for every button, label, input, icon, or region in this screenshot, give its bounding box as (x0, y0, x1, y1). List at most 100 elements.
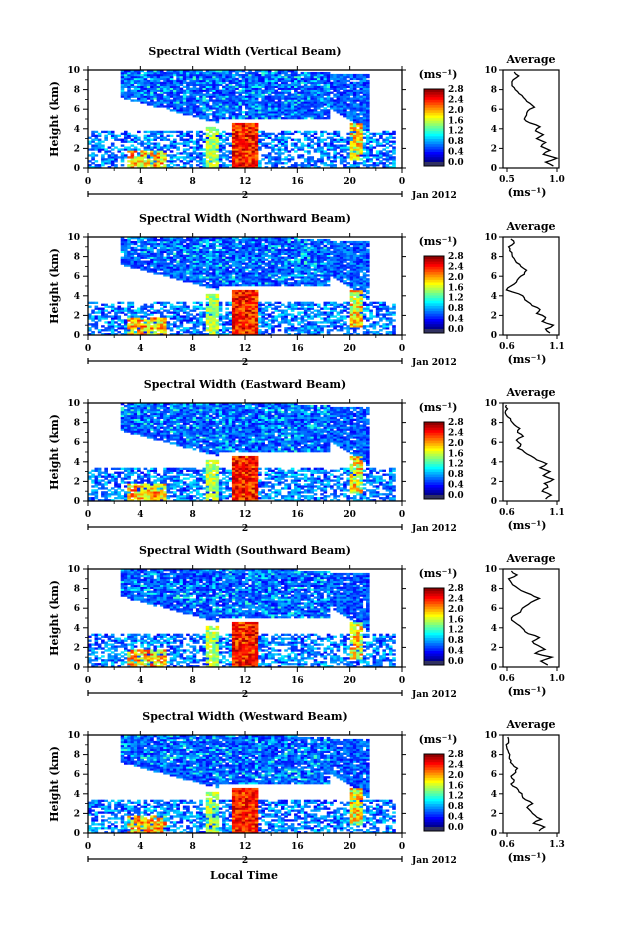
colorbar-step (424, 627, 444, 631)
colorbar-tick-label: 2.4 (448, 594, 464, 604)
colorbar-step (424, 107, 444, 111)
colorbar-step (424, 487, 444, 491)
y-tick-label: 6 (74, 438, 80, 448)
colorbar-step (424, 455, 444, 459)
colorbar-step (424, 474, 444, 478)
colorbar-step (424, 608, 444, 612)
avg-y-tick-label: 0 (491, 663, 497, 673)
colorbar-step (424, 640, 444, 644)
colorbar-step (424, 774, 444, 778)
day-label: 2 (242, 690, 248, 700)
colorbar-step (424, 263, 444, 267)
day-label: 2 (242, 191, 248, 201)
colorbar-step (424, 432, 444, 436)
average-line (505, 238, 555, 334)
colorbar-step (424, 422, 444, 426)
colorbar-tick-label: 2.0 (448, 106, 464, 116)
day-label: 2 (242, 358, 248, 368)
avg-x-tick-label: 0.6 (499, 840, 515, 850)
colorbar: 0.00.40.81.21.62.02.42.8 (ms⁻¹) (419, 567, 464, 667)
colorbar-step (424, 642, 444, 646)
colorbar-step (424, 104, 444, 108)
colorbar-tick-label: 2.8 (448, 750, 464, 760)
y-tick-label: 0 (74, 164, 80, 174)
colorbar: 0.00.40.81.21.62.02.42.8 (ms⁻¹) (419, 733, 464, 833)
colorbar-step (424, 655, 444, 659)
colorbar-step (424, 302, 444, 306)
colorbar-step (424, 764, 444, 768)
average-profile: Average 0 2 4 6 8 10 0.6 1.0(ms⁻¹) (484, 552, 564, 698)
x-tick-label: 12 (239, 842, 252, 852)
colorbar-step (424, 476, 444, 480)
average-title: Average (505, 386, 555, 399)
colorbar-step (424, 284, 444, 288)
colorbar-step (424, 466, 444, 470)
y-tick-label: 10 (67, 731, 80, 741)
colorbar-step (424, 125, 444, 129)
colorbar-step (424, 653, 444, 657)
avg-y-tick-label: 6 (491, 105, 497, 115)
colorbar-step (424, 297, 444, 301)
panel-title: Spectral Width (Westward Beam) (142, 710, 347, 723)
colorbar-step (424, 117, 444, 121)
colorbar-step (424, 258, 444, 262)
avg-x-tick-label: 1.0 (549, 175, 565, 185)
colorbar-step (424, 271, 444, 275)
avg-y-tick-label: 2 (491, 643, 497, 653)
avg-y-tick-label: 6 (491, 604, 497, 614)
avg-y-tick-label: 2 (491, 477, 497, 487)
colorbar-tick-label: 1.2 (448, 294, 464, 304)
date-label: Jan 2012 (411, 191, 457, 201)
x-tick-label: 12 (239, 344, 252, 354)
colorbar-step (424, 637, 444, 641)
avg-y-tick-label: 6 (491, 770, 497, 780)
y-axis-label: Height (km) (48, 248, 61, 324)
colorbar-unit-label: (ms⁻¹) (419, 235, 458, 248)
y-tick-label: 2 (74, 477, 80, 487)
average-line (504, 404, 555, 500)
x-tick-label: 0 (399, 842, 405, 852)
average-title: Average (505, 53, 555, 66)
colorbar-tick-label: 0.8 (448, 636, 464, 646)
x-tick-label: 12 (239, 177, 252, 187)
panel-title: Spectral Width (Southward Beam) (139, 544, 351, 557)
colorbar-step (424, 269, 444, 273)
avg-y-tick-label: 4 (491, 458, 497, 468)
colorbar-tick-label: 2.0 (448, 273, 464, 283)
colorbar-step (424, 463, 444, 467)
colorbar-step (424, 647, 444, 651)
colorbar-step (424, 793, 444, 797)
colorbar-step (424, 785, 444, 789)
colorbar-frame (423, 587, 445, 666)
y-axis-label: Height (km) (48, 414, 61, 490)
x-tick-label: 4 (137, 842, 143, 852)
colorbar-step (424, 128, 444, 132)
colorbar-tick-label: 0.0 (448, 158, 464, 168)
average-line (507, 570, 555, 666)
colorbar-tick-label: 0.8 (448, 802, 464, 812)
colorbar-tick-label: 1.6 (448, 283, 464, 293)
colorbar-step (424, 440, 444, 444)
y-tick-label: 10 (67, 233, 80, 243)
day-label: 2 (242, 524, 248, 534)
colorbar-step (424, 777, 444, 781)
colorbar-tick-label: 0.4 (448, 148, 464, 158)
colorbar: 0.00.40.81.21.62.02.42.8 (ms⁻¹) (419, 401, 464, 501)
colorbar-step (424, 816, 444, 820)
colorbar-step (424, 427, 444, 431)
y-tick-label: 8 (74, 751, 80, 761)
colorbar-step (424, 453, 444, 457)
colorbar-step (424, 274, 444, 278)
y-axis-label: Height (km) (48, 746, 61, 822)
average-profile: Average 0 2 4 6 8 10 0.6 1.3(ms⁻¹) (484, 718, 564, 864)
colorbar-step (424, 479, 444, 483)
avg-y-tick-label: 2 (491, 809, 497, 819)
avg-y-tick-label: 8 (491, 253, 497, 263)
heatmap-field (88, 403, 396, 502)
panel-title: Spectral Width (Eastward Beam) (144, 378, 346, 391)
colorbar-step (424, 658, 444, 662)
colorbar-tick-label: 1.6 (448, 615, 464, 625)
colorbar-tick-label: 1.6 (448, 116, 464, 126)
colorbar-step (424, 795, 444, 799)
colorbar-tick-label: 1.6 (448, 781, 464, 791)
